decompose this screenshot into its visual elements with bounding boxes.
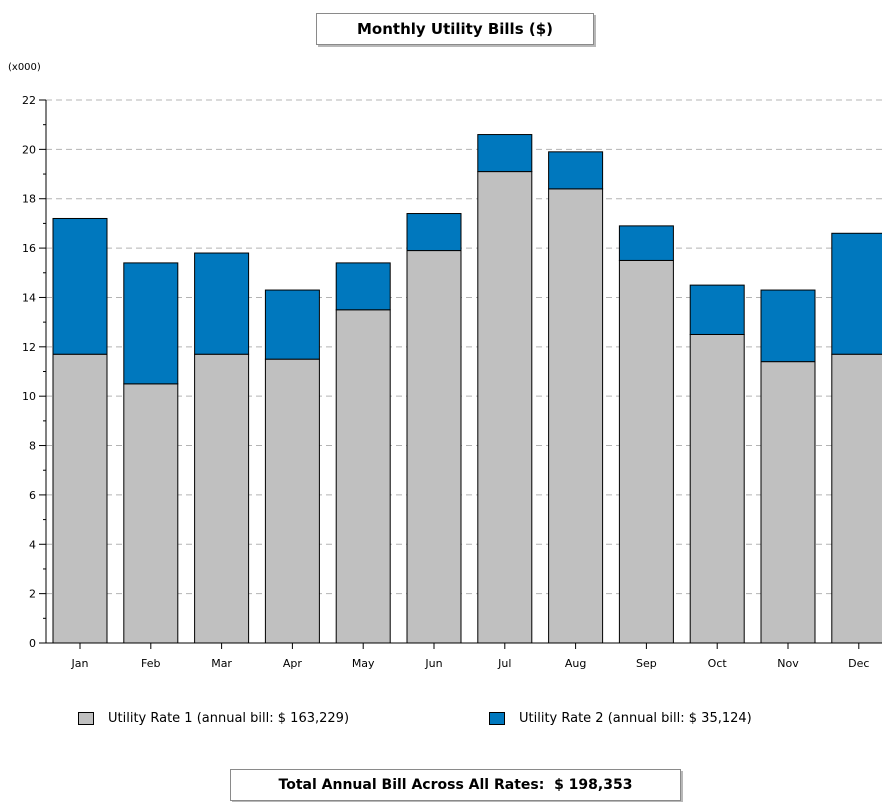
x-tick-label: Apr <box>283 657 303 670</box>
bar-rate-2 <box>477 134 533 173</box>
bar-rate-1 <box>760 361 816 644</box>
bar-rate-2 <box>52 217 108 355</box>
x-tick-label: Oct <box>708 657 728 670</box>
x-tick-label: Jul <box>497 657 511 670</box>
bar-rate-1 <box>264 358 320 644</box>
legend-swatch-rate-2 <box>489 712 505 725</box>
legend-label-rate-1: Utility Rate 1 (annual bill: $ 163,229) <box>108 711 350 726</box>
bar-rate-1 <box>335 309 391 644</box>
x-tick-label: Aug <box>565 657 586 670</box>
x-tick-label: Nov <box>777 657 799 670</box>
x-tick-label: Mar <box>211 657 232 670</box>
legend-item-rate-1: Utility Rate 1 (annual bill: $ 163,229) <box>78 711 349 726</box>
y-tick-label: 16 <box>22 242 36 255</box>
bar-rate-1 <box>831 353 882 644</box>
bar-rate-1 <box>548 188 604 644</box>
bar-rate-1 <box>618 259 674 644</box>
x-tick-label: Sep <box>636 657 657 670</box>
bar-rate-2 <box>831 232 882 355</box>
x-tick-label: Jun <box>424 657 442 670</box>
y-tick-label: 6 <box>29 489 36 502</box>
y-tick-label: 4 <box>29 538 36 551</box>
y-tick-label: 2 <box>29 588 36 601</box>
bar-rate-2 <box>406 213 462 252</box>
bar-rate-2 <box>618 225 674 261</box>
x-tick-label: Dec <box>848 657 869 670</box>
bar-rate-2 <box>335 262 391 311</box>
legend-item-rate-2: Utility Rate 2 (annual bill: $ 35,124) <box>489 711 752 726</box>
x-tick-label: May <box>352 657 375 670</box>
chart-title: Monthly Utility Bills ($) <box>316 13 594 45</box>
legend-label-rate-2: Utility Rate 2 (annual bill: $ 35,124) <box>519 711 752 726</box>
bar-rate-2 <box>689 284 745 335</box>
y-tick-label: 12 <box>22 341 36 354</box>
legend-swatch-rate-1 <box>78 712 94 725</box>
bar-rate-1 <box>406 250 462 644</box>
y-tick-label: 22 <box>22 94 36 107</box>
bar-rate-2 <box>264 289 320 360</box>
bar-rate-2 <box>548 151 604 190</box>
bar-rate-2 <box>760 289 816 363</box>
y-tick-label: 8 <box>29 440 36 453</box>
y-axis-multiplier-label: (x000) <box>8 62 41 73</box>
y-tick-label: 10 <box>22 390 36 403</box>
bar-rate-2 <box>123 262 179 385</box>
legend: Utility Rate 1 (annual bill: $ 163,229) … <box>0 711 882 735</box>
y-tick-label: 0 <box>29 637 36 650</box>
bar-rate-1 <box>689 333 745 644</box>
y-tick-label: 18 <box>22 193 36 206</box>
y-tick-label: 20 <box>22 143 36 156</box>
bar-rate-1 <box>477 171 533 644</box>
x-tick-label: Feb <box>141 657 160 670</box>
bar-rate-1 <box>194 353 250 644</box>
stacked-bar-chart: 0 2 4 6 8 10 12 14 16 18 20 22 Jan Feb Mar Apr May Jun Jul… <box>22 94 882 670</box>
y-tick-label: 14 <box>22 291 36 304</box>
total-annual-bill: Total Annual Bill Across All Rates: $ 19… <box>230 769 681 801</box>
x-tick-label: Jan <box>71 657 89 670</box>
bar-rate-1 <box>52 353 108 644</box>
bar-rate-2 <box>194 252 250 355</box>
bar-rate-1 <box>123 383 179 644</box>
